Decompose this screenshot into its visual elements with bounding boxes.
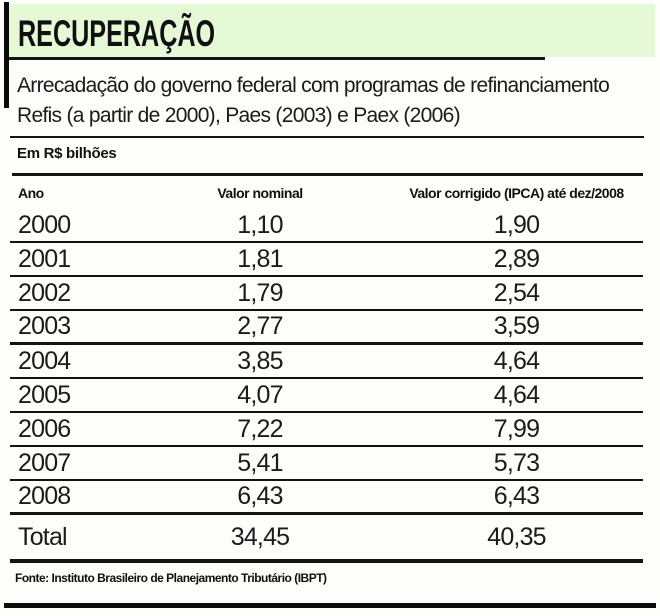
cell-valor-corrigido: 6,43	[493, 482, 540, 510]
table-row: 2006 7,22 7,99	[10, 413, 643, 447]
table-row: 2007 5,41 5,73	[10, 447, 643, 481]
cell-valor-corrigido: 4,64	[493, 346, 540, 375]
cell-ano: 2000	[18, 210, 71, 239]
table-row: 2002 1,79 2,54	[10, 277, 643, 311]
cell-valor-corrigido: 40,35	[487, 522, 546, 551]
cell-valor-nominal: 7,22	[237, 414, 283, 443]
cell-valor-corrigido: 4,64	[493, 380, 540, 409]
cell-ano: 2001	[18, 244, 71, 273]
source-credit: Fonte: Instituto Brasileiro de Planejame…	[15, 571, 327, 585]
cell-valor-corrigido: 2,54	[493, 278, 540, 307]
cell-valor-nominal: 34,45	[230, 522, 290, 551]
cell-valor-nominal: 4,07	[237, 380, 283, 409]
table-row: 2004 3,85 4,64	[10, 345, 643, 379]
cell-valor-corrigido: 2,89	[493, 244, 540, 273]
page-title: RECUPERAÇÃO	[18, 13, 216, 54]
cell-valor-nominal: 1,79	[237, 278, 283, 307]
table-row: 2003 2,77 3,59	[10, 311, 643, 345]
title-underline	[9, 57, 545, 60]
table-row: 2000 1,10 1,90	[10, 209, 643, 243]
table-row: 2001 1,81 2,89	[10, 243, 643, 277]
cell-valor-nominal: 1,81	[237, 244, 283, 273]
table-body: 2000 1,10 1,90 2001 1,81 2,89 2002 1,79 …	[10, 209, 643, 563]
table-header-row: Ano Valor nominal Valor corrigido (IPCA)…	[10, 176, 643, 209]
data-table: Ano Valor nominal Valor corrigido (IPCA)…	[10, 176, 643, 563]
cell-ano: 2002	[18, 278, 71, 307]
column-header-valor-corrigido: Valor corrigido (IPCA) até dez/2008	[409, 184, 624, 201]
cell-valor-nominal: 2,77	[237, 312, 283, 340]
table-row: Total 34,45 40,35	[10, 515, 643, 563]
cell-valor-nominal: 1,10	[237, 210, 283, 239]
left-accent-bar	[4, 2, 9, 108]
column-header-valor-nominal: Valor nominal	[217, 184, 303, 201]
cell-ano: Total	[18, 522, 68, 551]
cell-ano: 2006	[18, 414, 71, 443]
cell-ano: 2003	[18, 312, 71, 340]
title-band: RECUPERAÇÃO	[9, 4, 655, 57]
table-row: 2008 6,43 6,43	[10, 481, 643, 515]
cell-ano: 2005	[18, 380, 71, 409]
unit-label: Em R$ bilhões	[17, 145, 117, 162]
cell-ano: 2008	[18, 482, 71, 510]
cell-valor-corrigido: 1,90	[493, 210, 540, 239]
cell-ano: 2007	[18, 448, 71, 477]
cell-ano: 2004	[18, 346, 71, 375]
bottom-border	[4, 603, 656, 608]
cell-valor-corrigido: 7,99	[493, 414, 540, 443]
cell-valor-nominal: 5,41	[237, 448, 283, 477]
divider-above-unit	[10, 136, 644, 138]
subtitle: Arrecadação do governo federal com progr…	[17, 74, 610, 127]
cell-valor-nominal: 6,43	[237, 482, 283, 510]
cell-valor-nominal: 3,85	[237, 346, 283, 375]
divider-above-table	[12, 173, 643, 176]
table-row: 2005 4,07 4,64	[10, 379, 643, 413]
cell-valor-corrigido: 3,59	[493, 312, 540, 340]
column-header-ano: Ano	[18, 184, 44, 201]
cell-valor-corrigido: 5,73	[493, 448, 540, 477]
